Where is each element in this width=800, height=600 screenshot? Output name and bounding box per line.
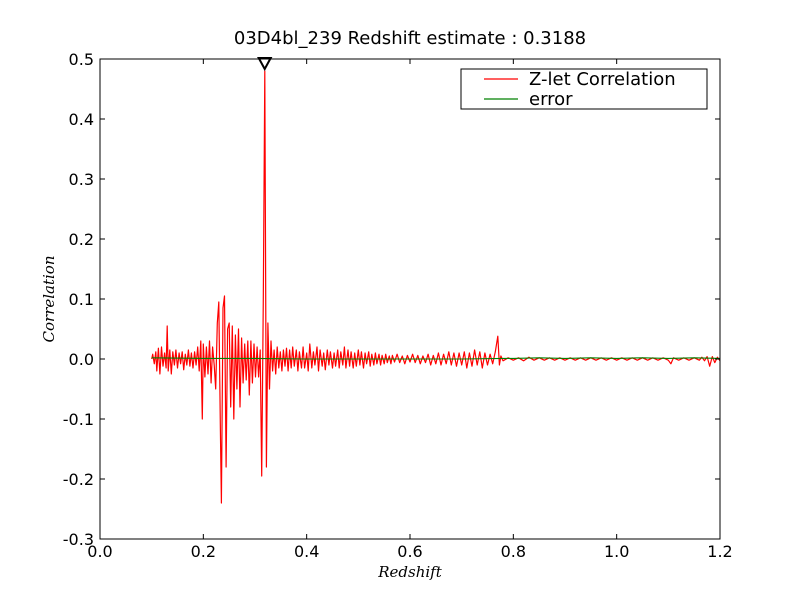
y-axis-title: Correlation	[40, 256, 58, 343]
y-tick-label: 0.1	[69, 290, 94, 309]
x-tick-label: 0.4	[294, 542, 319, 561]
chart-title: 03D4bl_239 Redshift estimate : 0.3188	[234, 28, 586, 49]
x-tick-label: 0.2	[191, 542, 216, 561]
x-tick-label: 0.6	[397, 542, 422, 561]
plot-area	[99, 57, 721, 540]
x-axis-title: Redshift	[377, 563, 442, 581]
legend-label-z-let: Z-let Correlation	[529, 69, 676, 90]
peak-marker	[257, 57, 273, 72]
y-tick-label: 0.2	[69, 230, 94, 249]
y-tick-label: 0.3	[69, 170, 94, 189]
x-tick-label: 0.8	[501, 542, 526, 561]
legend: Z-let Correlation error	[460, 68, 708, 110]
series-line-error	[151, 357, 721, 360]
y-tick-label: -0.2	[63, 470, 94, 489]
x-tick-label: 1.2	[707, 542, 732, 561]
legend-label-error: error	[529, 89, 573, 110]
y-tick-label: 0.0	[69, 350, 94, 369]
series-line-z-let-correlation	[151, 70, 721, 504]
x-tick-label: 0.0	[87, 542, 112, 561]
y-tick-label: -0.3	[63, 530, 94, 549]
y-tick-label: 0.4	[69, 110, 94, 129]
y-tick-label: 0.5	[69, 50, 94, 69]
axes-frame	[99, 58, 721, 540]
axis-ticks: 0.0 0.2 0.4 0.6 0.8 1.0 1.2 -0.3 -0.2 -0.1 0.0 0.1 0…	[63, 50, 733, 561]
legend-box	[460, 68, 708, 110]
x-tick-label: 1.0	[604, 542, 629, 561]
y-tick-label: -0.1	[63, 410, 94, 429]
